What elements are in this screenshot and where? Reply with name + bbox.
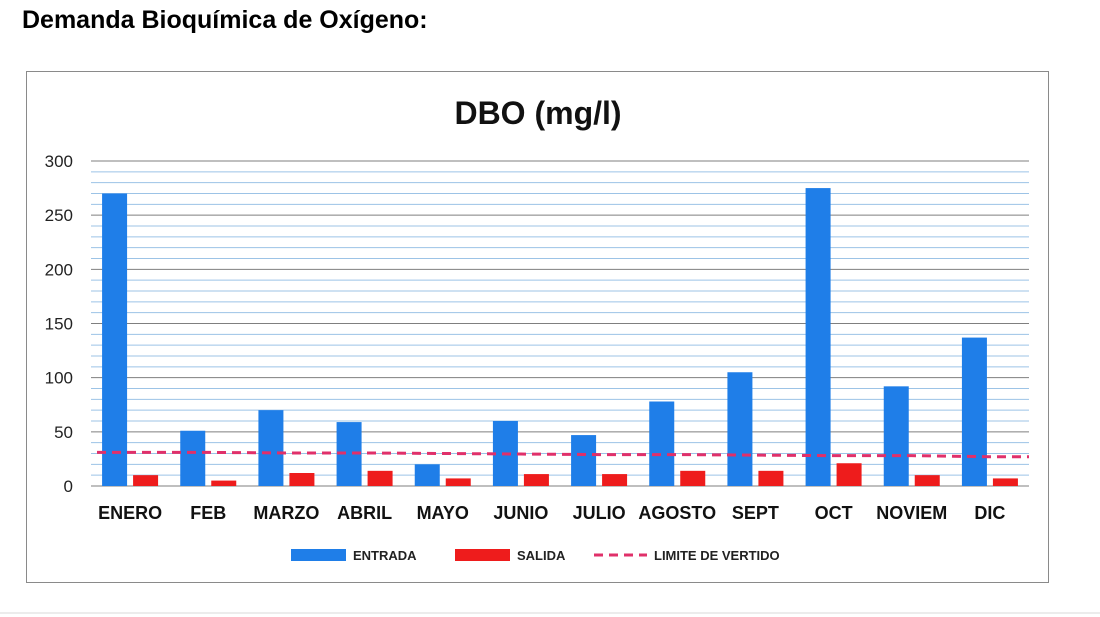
grid	[91, 160, 1029, 487]
chart-title: DBO (mg/l)	[454, 95, 621, 131]
y-tick-label: 100	[45, 369, 73, 388]
x-axis-categories: ENERO FEB MARZO ABRIL MAYO JUNIO JULIO AGOSTO SE…	[98, 503, 1005, 523]
bar-entrada-sept	[727, 372, 753, 486]
bar-entrada-marzo	[258, 410, 284, 486]
category-label: MAYO	[417, 503, 469, 523]
category-label: FEB	[190, 503, 226, 523]
bar-entrada-feb	[180, 430, 206, 486]
bar-entrada-noviem	[883, 386, 909, 486]
category-label: DIC	[974, 503, 1005, 523]
bar-salida-feb	[211, 480, 237, 486]
category-label: JUNIO	[493, 503, 548, 523]
bar-entrada-julio	[571, 435, 597, 486]
bar-entrada-dic	[961, 337, 987, 486]
bar-salida-agosto	[680, 470, 706, 486]
legend: ENTRADA SALIDA LIMITE DE VERTIDO	[291, 548, 780, 563]
bar-entrada-enero	[102, 193, 128, 486]
divider	[0, 612, 1100, 614]
legend-label-limite: LIMITE DE VERTIDO	[654, 548, 780, 563]
bar-salida-dic	[992, 478, 1018, 486]
bar-salida-julio	[602, 474, 628, 486]
bar-salida-mayo	[445, 478, 471, 486]
y-tick-label: 300	[45, 152, 73, 171]
y-tick-label: 150	[45, 315, 73, 334]
chart-frame: DBO (mg/l) 0 50 100 150 200 250 300 ENERO FEB MA…	[26, 71, 1049, 583]
bar-salida-oct	[836, 463, 862, 486]
category-label: ABRIL	[337, 503, 392, 523]
legend-label-entrada: ENTRADA	[353, 548, 417, 563]
legend-swatch-entrada	[291, 549, 346, 561]
y-tick-label: 0	[64, 477, 73, 496]
category-label: OCT	[815, 503, 853, 523]
bar-salida-enero	[133, 475, 159, 486]
bar-salida-abril	[367, 470, 393, 486]
page-heading: Demanda Bioquímica de Oxígeno:	[22, 6, 428, 34]
category-label: MARZO	[253, 503, 319, 523]
bar-salida-marzo	[289, 473, 315, 486]
category-label: SEPT	[732, 503, 779, 523]
y-tick-label: 250	[45, 206, 73, 225]
bar-salida-sept	[758, 470, 784, 486]
bars	[102, 188, 1018, 486]
limit-series-line	[97, 450, 1029, 459]
dbo-chart: DBO (mg/l) 0 50 100 150 200 250 300 ENERO FEB MA…	[45, 95, 1029, 563]
bar-entrada-mayo	[414, 464, 440, 486]
y-tick-label: 50	[54, 423, 73, 442]
bar-entrada-agosto	[649, 401, 675, 486]
legend-swatch-salida	[455, 549, 510, 561]
category-label: AGOSTO	[638, 503, 716, 523]
bar-salida-junio	[523, 474, 549, 486]
category-label: JULIO	[573, 503, 626, 523]
legend-label-salida: SALIDA	[517, 548, 566, 563]
y-tick-label: 200	[45, 260, 73, 279]
y-axis-ticks: 0 50 100 150 200 250 300	[45, 152, 73, 496]
limit-line	[97, 450, 1029, 459]
category-label: ENERO	[98, 503, 162, 523]
bar-entrada-oct	[805, 188, 831, 486]
bar-salida-noviem	[914, 475, 940, 486]
category-label: NOVIEM	[876, 503, 947, 523]
